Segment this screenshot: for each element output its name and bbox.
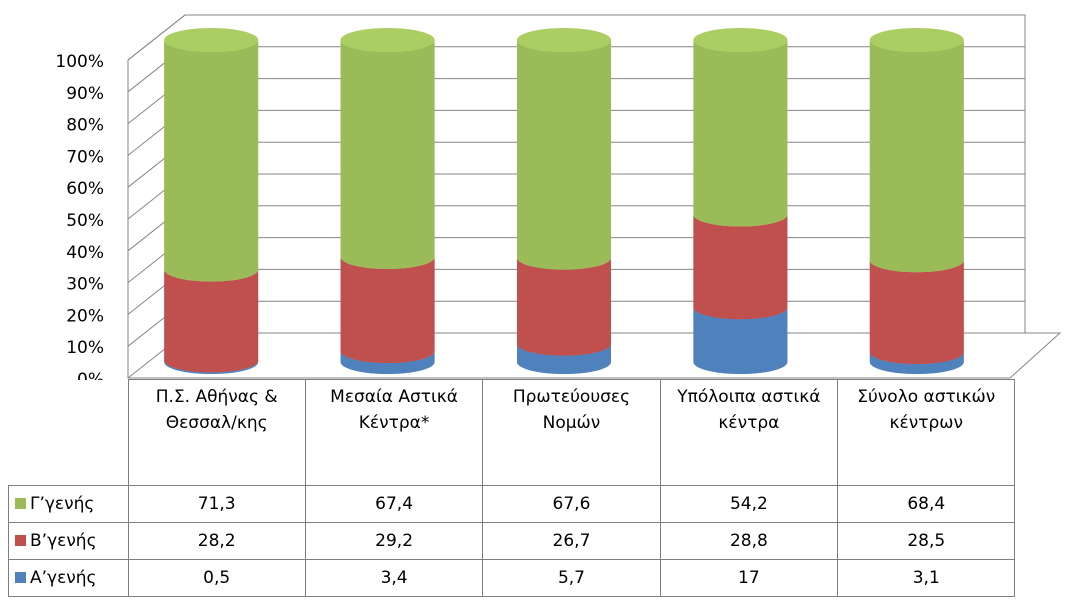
category-cell: Π.Σ. Αθήνας & Θεσσαλ/κης — [127, 379, 306, 486]
cylinder-shade — [869, 40, 964, 273]
data-table: Π.Σ. Αθήνας & Θεσσαλ/κης Μεσαία Αστικά Κέ… — [8, 379, 1016, 597]
y-tick-label: 100% — [55, 52, 104, 72]
cylinder-top — [869, 28, 964, 52]
series-row: Γ’γενής 71,3 67,4 67,6 54,2 68,4 — [8, 485, 1016, 523]
value-cell: 71,3 — [127, 485, 306, 523]
header-row: Π.Σ. Αθήνας & Θεσσαλ/κης Μεσαία Αστικά Κέ… — [8, 379, 1016, 486]
y-tick-label: 40% — [66, 243, 104, 263]
value-cell: 68,4 — [837, 485, 1016, 523]
category-label: Π.Σ. Αθήνας & Θεσσαλ/κης — [155, 387, 278, 433]
category-label: Υπόλοιπα αστικά κέντρα — [677, 387, 821, 433]
cylinder-shade — [693, 307, 788, 374]
y-tick-label: 0% — [77, 370, 104, 380]
y-tick-label: 10% — [66, 338, 104, 358]
value-cell: 26,7 — [482, 522, 661, 560]
grid-line — [127, 14, 1025, 61]
value-cell: 3,4 — [304, 559, 484, 597]
cylinder-shade — [340, 40, 435, 270]
category-cell: Υπόλοιπα αστικά κέντρα — [659, 379, 839, 486]
y-tick-label: 60% — [66, 179, 104, 199]
cylinder-shade — [517, 257, 611, 356]
value-cell: 54,2 — [659, 485, 839, 523]
value-cell: 29,2 — [304, 522, 484, 560]
legend-label: Γ’γενής — [30, 494, 95, 514]
cylinder-shade — [340, 257, 435, 364]
value-cell: 67,6 — [482, 485, 661, 523]
legend-cell: Β’γενής — [8, 522, 129, 560]
y-tick-label: 80% — [66, 116, 104, 136]
value-cell: 3,1 — [837, 559, 1016, 597]
cylinder-shade — [517, 343, 611, 374]
chart: 0% 10% 20% 30% 40% 50% 60% 70% 80% 90% 100% — [55, 14, 1062, 380]
y-tick-label: 30% — [66, 275, 104, 295]
cylinder-shade — [869, 352, 964, 374]
category-cell: Πρωτεύουσες Νομών — [482, 379, 661, 486]
corner — [8, 379, 129, 486]
cylinder-shade — [340, 351, 435, 374]
cylinder-shade — [693, 214, 788, 320]
category-cell: Σύνολο αστικών κέντρων — [837, 379, 1016, 486]
value-cell: 67,4 — [304, 485, 484, 523]
value-cell: 0,5 — [127, 559, 306, 597]
category-label: Μεσαία Αστικά Κέντρα* — [330, 387, 458, 433]
cylinder-top — [693, 28, 788, 52]
cylinder-top — [340, 28, 435, 52]
category-label: Πρωτεύουσες Νομών — [512, 387, 631, 433]
series-row: Α’γενής 0,5 3,4 5,7 17 3,1 — [8, 559, 1016, 597]
value-cell: 28,2 — [127, 522, 306, 560]
legend-swatch — [15, 535, 26, 546]
y-tick-label: 20% — [66, 306, 104, 326]
cylinder-shade — [164, 269, 259, 373]
legend-cell: Α’γενής — [8, 559, 129, 597]
cylinder-top — [164, 28, 259, 52]
cylinder-top — [517, 28, 611, 52]
legend-cell: Γ’γενής — [8, 485, 129, 523]
value-cell: 28,8 — [659, 522, 839, 560]
cylinder-shade — [869, 260, 964, 365]
value-cell: 17 — [659, 559, 839, 597]
y-tick-label: 90% — [66, 84, 104, 104]
legend-label: Α’γενής — [30, 568, 97, 588]
cylinder-shade — [693, 40, 788, 227]
category-label: Σύνολο αστικών κέντρων — [857, 387, 996, 433]
value-cell: 28,5 — [837, 522, 1016, 560]
legend-swatch — [15, 498, 26, 509]
cylinder-shade — [517, 40, 611, 270]
category-cell: Μεσαία Αστικά Κέντρα* — [304, 379, 484, 486]
series-row: Β’γενής 28,2 29,2 26,7 28,8 28,5 — [8, 522, 1016, 560]
cylinder-shade — [164, 40, 259, 282]
legend-swatch — [15, 572, 26, 583]
legend-label: Β’γενής — [30, 531, 97, 551]
value-cell: 5,7 — [482, 559, 661, 597]
y-tick-label: 50% — [66, 211, 104, 231]
y-tick-label: 70% — [66, 147, 104, 167]
